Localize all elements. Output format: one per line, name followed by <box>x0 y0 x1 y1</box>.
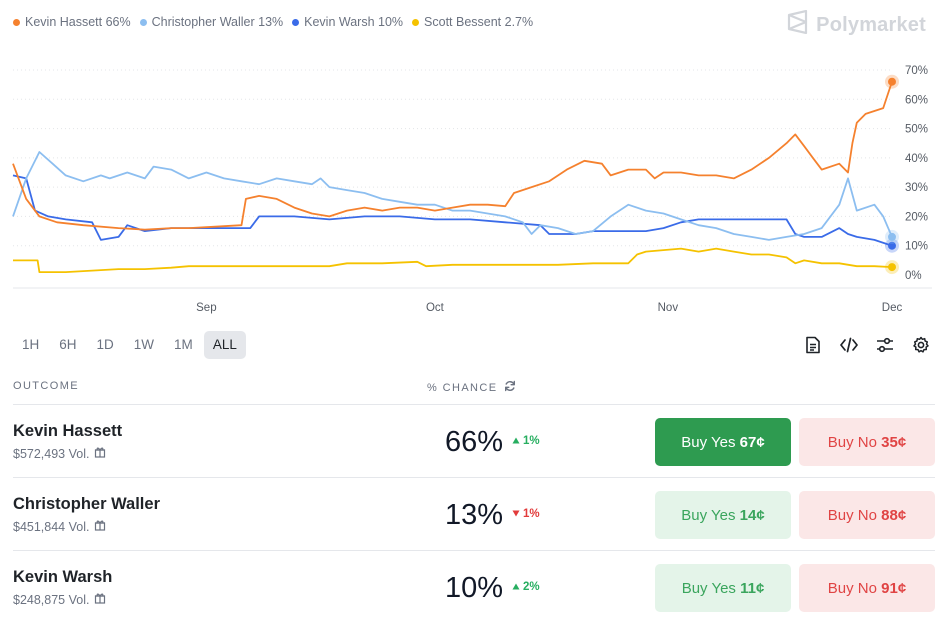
outcome-volume: $248,875 Vol. <box>13 592 106 607</box>
buy-no-label: Buy No <box>827 433 882 451</box>
chance-column-label: % CHANCE <box>427 381 498 394</box>
x-tick-label: Dec <box>882 302 903 314</box>
buy-yes-label: Buy Yes <box>681 433 740 451</box>
series-end-dot <box>888 77 896 86</box>
buy-yes-button[interactable]: Buy Yes 67¢ <box>655 418 791 466</box>
legend-label: Kevin Hassett 66% <box>25 15 131 29</box>
series-end-dot <box>888 263 896 272</box>
chance-delta: 1% <box>512 508 540 520</box>
buy-no-button[interactable]: Buy No 35¢ <box>799 418 935 466</box>
triangle-up-icon <box>512 581 520 593</box>
legend-item-warsh: Kevin Warsh 10% <box>292 15 403 29</box>
chance-delta: 2% <box>512 581 540 593</box>
buy-no-button[interactable]: Buy No 91¢ <box>799 564 935 612</box>
buy-yes-label: Buy Yes <box>681 506 740 524</box>
y-tick-label: 10% <box>905 241 928 253</box>
legend-label: Kevin Warsh 10% <box>304 15 404 29</box>
buy-no-label: Buy No <box>827 506 882 524</box>
legend-label: Scott Bessent 2.7% <box>424 15 534 29</box>
range-1w-button[interactable]: 1W <box>125 331 163 359</box>
range-1m-button[interactable]: 1M <box>165 331 202 359</box>
buy-yes-price: 67¢ <box>739 433 765 451</box>
delta-text: 2% <box>523 581 540 593</box>
outcome-row-warsh[interactable]: Kevin Warsh $248,875 Vol. 10% 2% Buy Yes… <box>13 551 935 617</box>
series-line-kevin-hassett <box>12 81 893 231</box>
time-range-selector: 1H 6H 1D 1W 1M ALL <box>13 331 246 359</box>
legend-dot <box>292 18 300 26</box>
outcome-name: Christopher Waller <box>13 495 160 513</box>
volume-text: $451,844 Vol. <box>13 519 90 534</box>
outcome-volume: $451,844 Vol. <box>13 519 106 534</box>
buy-no-price: 35¢ <box>881 433 907 451</box>
chance-delta: 1% <box>512 435 540 447</box>
document-icon[interactable] <box>804 335 822 355</box>
outcome-volume: $572,493 Vol. <box>13 446 106 461</box>
legend-dot <box>139 18 147 26</box>
range-1h-button[interactable]: 1H <box>13 331 48 359</box>
buy-no-price: 91¢ <box>881 579 907 597</box>
buy-yes-button[interactable]: Buy Yes 11¢ <box>655 564 791 612</box>
range-all-button[interactable]: ALL <box>203 331 246 359</box>
range-6h-button[interactable]: 6H <box>50 331 85 359</box>
buy-no-button[interactable]: Buy No 88¢ <box>799 491 935 539</box>
gear-icon[interactable] <box>912 335 930 355</box>
outcome-row-hassett[interactable]: Kevin Hassett $572,493 Vol. 66% 1% Buy Y… <box>13 405 935 478</box>
triangle-up-icon <box>512 435 520 447</box>
legend-label: Christopher Waller 13% <box>151 15 284 29</box>
y-tick-label: 40% <box>905 153 928 165</box>
y-tick-label: 60% <box>905 94 928 106</box>
range-1d-button[interactable]: 1D <box>88 331 123 359</box>
buy-yes-button[interactable]: Buy Yes 14¢ <box>655 491 791 539</box>
polymarket-logo-icon <box>787 9 809 40</box>
volume-text: $572,493 Vol. <box>13 446 90 461</box>
outcomes-table-header: OUTCOME % CHANCE <box>13 371 935 405</box>
series-end-dot <box>888 241 896 250</box>
refresh-icon[interactable] <box>504 380 516 395</box>
chance-value: 13% <box>444 499 503 531</box>
y-tick-label: 30% <box>905 182 928 194</box>
buy-yes-price: 11¢ <box>740 579 765 597</box>
x-tick-label: Sep <box>196 302 216 314</box>
legend-dot <box>412 18 420 26</box>
outcome-name: Kevin Warsh <box>13 568 113 586</box>
brand-name: Polymarket <box>816 13 926 36</box>
y-tick-label: 50% <box>905 124 928 136</box>
gift-icon[interactable] <box>94 519 106 534</box>
chance-value: 10% <box>444 572 503 604</box>
legend-item-waller: Christopher Waller 13% <box>139 15 284 29</box>
gift-icon[interactable] <box>94 446 106 461</box>
outcome-row-waller[interactable]: Christopher Waller $451,844 Vol. 13% 1% … <box>13 478 935 551</box>
x-tick-label: Nov <box>658 302 679 314</box>
polymarket-brand: Polymarket <box>787 9 926 40</box>
x-tick-label: Oct <box>426 302 445 314</box>
y-tick-label: 70% <box>905 65 928 77</box>
triangle-down-icon <box>512 508 520 520</box>
y-tick-label: 0% <box>905 270 922 282</box>
series-end-dot <box>888 232 896 241</box>
series-line-scott-bessent <box>13 247 893 273</box>
buy-yes-label: Buy Yes <box>681 579 741 597</box>
code-icon[interactable] <box>840 335 858 355</box>
chart-tools <box>804 335 930 355</box>
buy-no-label: Buy No <box>827 579 882 597</box>
delta-text: 1% <box>523 508 540 520</box>
volume-text: $248,875 Vol. <box>13 592 90 607</box>
delta-text: 1% <box>523 435 540 447</box>
gift-icon[interactable] <box>94 592 106 607</box>
price-history-chart[interactable]: 70% 60% 50% 40% 30% 20% 10% 0% Sep Oct Nov Dec <box>0 50 944 320</box>
chance-column-header: % CHANCE <box>427 380 516 395</box>
outcome-name: Kevin Hassett <box>13 422 123 440</box>
buy-yes-price: 14¢ <box>739 506 765 524</box>
legend-dot <box>13 18 20 26</box>
series-line-christopher-waller <box>12 151 893 241</box>
outcome-column-header: OUTCOME <box>13 380 80 392</box>
buy-no-price: 88¢ <box>881 506 907 524</box>
chance-value: 66% <box>444 426 503 458</box>
legend-item-bessent: Scott Bessent 2.7% <box>412 15 533 29</box>
legend-item-hassett: Kevin Hassett 66% <box>13 15 131 29</box>
y-tick-label: 20% <box>905 211 928 223</box>
sliders-icon[interactable] <box>876 335 894 355</box>
chart-legend: Kevin Hassett 66% Christopher Waller 13%… <box>13 15 533 29</box>
